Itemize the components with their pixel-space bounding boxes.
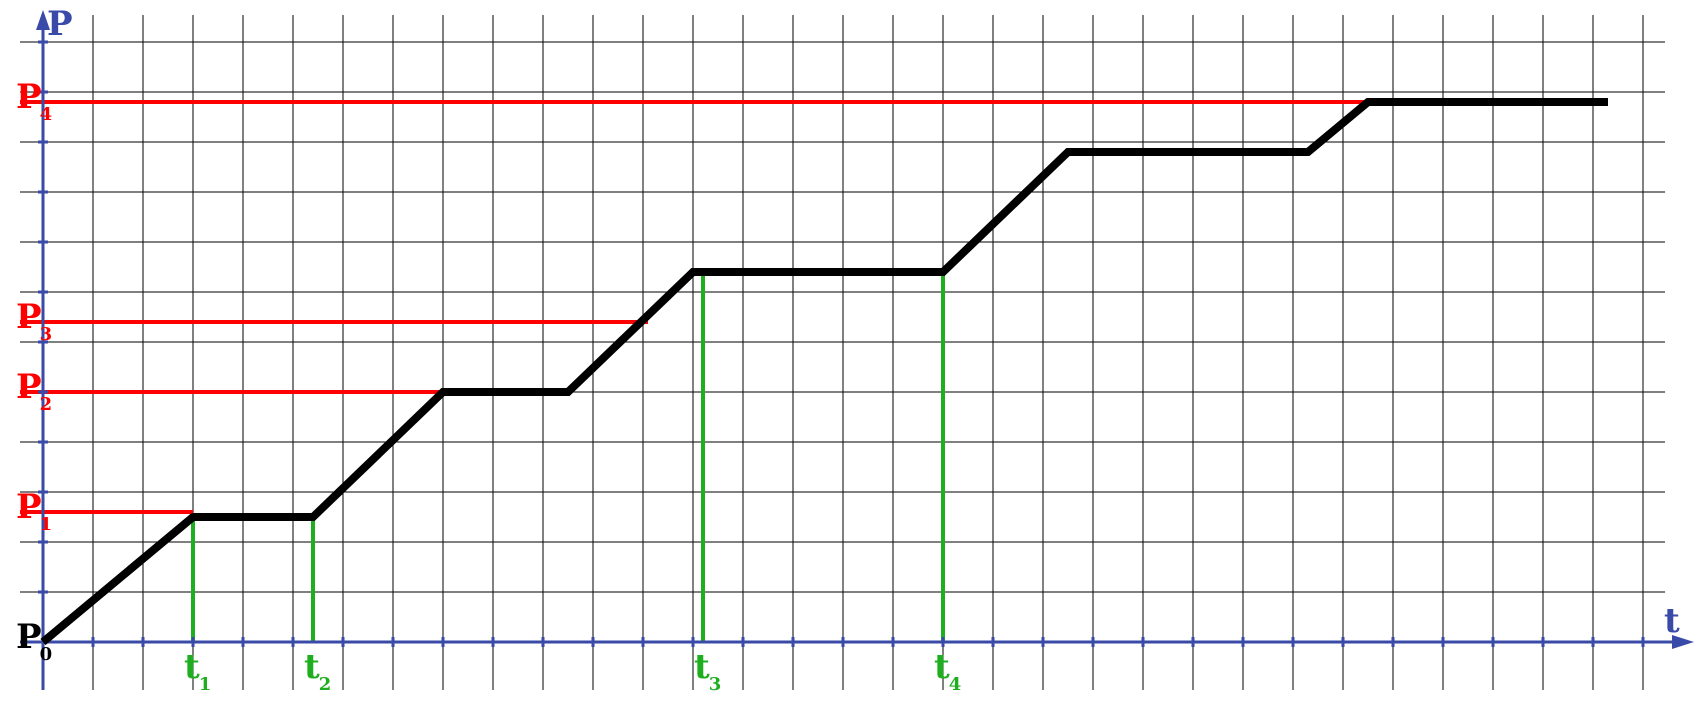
- p2-label: P2: [16, 367, 52, 415]
- x-axis-arrow: [1672, 635, 1694, 649]
- t4-label: t4: [934, 647, 961, 695]
- curve: [40, 98, 1608, 646]
- y-axis-label: P: [47, 4, 73, 44]
- t3-label: t3: [694, 647, 721, 695]
- p0-label: P0: [16, 617, 52, 665]
- grid: [20, 15, 1665, 690]
- p3-label: P3: [16, 297, 52, 345]
- p1-label: P1: [16, 487, 52, 535]
- p4-label: P4: [16, 77, 52, 125]
- t-mark-lines: [191, 272, 945, 642]
- axes: [20, 10, 1694, 690]
- p-level-lines: [20, 100, 1368, 514]
- y-axis-arrow: [36, 10, 50, 30]
- t2-label: t2: [304, 647, 331, 695]
- x-axis-label: t: [1664, 601, 1680, 641]
- pressure-curve: [40, 98, 1608, 646]
- t1-label: t1: [184, 647, 211, 695]
- labels: Pt P0 P1 P2 P3 P4 t1 t2 t3 t4: [16, 4, 1680, 695]
